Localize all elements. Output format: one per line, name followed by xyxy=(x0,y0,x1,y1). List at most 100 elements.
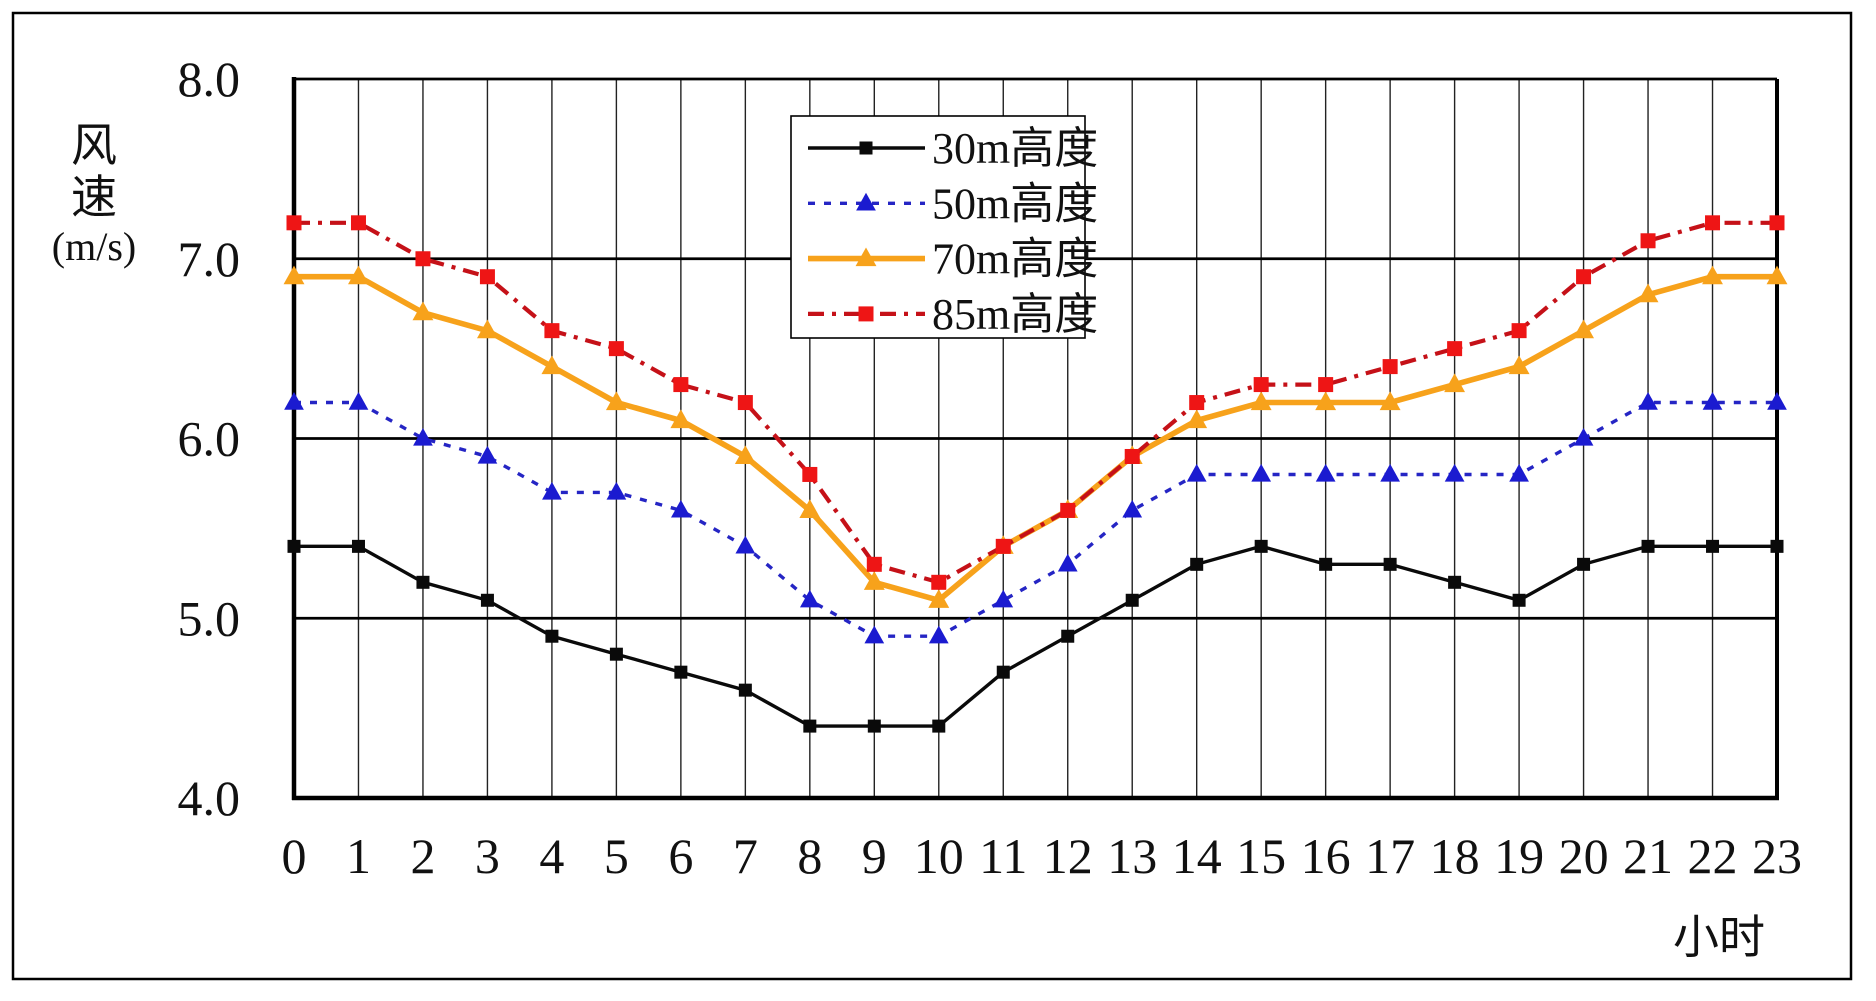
series-0-marker-h19 xyxy=(1512,593,1526,607)
series-0-marker-h5 xyxy=(609,647,623,661)
series-2-marker-h6 xyxy=(670,409,692,429)
series-3-marker-h16 xyxy=(1318,377,1334,393)
series-1-marker-h2 xyxy=(413,427,433,446)
legend-marker-1 xyxy=(856,192,876,211)
series-0-marker-h17 xyxy=(1383,557,1397,571)
legend-marker-2 xyxy=(855,247,877,267)
series-2-marker-h21 xyxy=(1637,283,1659,303)
series-2-marker-h4 xyxy=(541,355,563,375)
x-tick-label-12: 12 xyxy=(1043,828,1093,884)
series-2-marker-h0 xyxy=(283,265,305,285)
data-series xyxy=(283,215,1788,733)
series-0-marker-h22 xyxy=(1706,539,1720,553)
series-0-marker-h11 xyxy=(996,665,1010,679)
series-1-marker-h15 xyxy=(1251,463,1272,482)
series-0-marker-h7 xyxy=(738,683,752,697)
series-0-marker-h18 xyxy=(1448,575,1462,589)
series-0-marker-h9 xyxy=(867,719,881,733)
y-axis-title-line1: 风 xyxy=(71,120,117,171)
series-2-marker-h3 xyxy=(476,319,498,339)
series-2-marker-h14 xyxy=(1186,409,1208,429)
series-0-marker-h2 xyxy=(416,575,430,589)
series-1-marker-h9 xyxy=(864,625,885,644)
series-2-marker-h1 xyxy=(348,265,369,285)
x-tick-label-9: 9 xyxy=(862,828,887,884)
series-1-marker-h17 xyxy=(1380,463,1400,482)
series-0-marker-h0 xyxy=(287,539,301,553)
series-line-1 xyxy=(294,400,1777,638)
x-tick-label-22: 22 xyxy=(1688,828,1738,884)
series-2-marker-h15 xyxy=(1250,391,1272,411)
series-1-marker-h5 xyxy=(606,481,627,500)
series-2-marker-h8 xyxy=(799,499,821,518)
legend-marker-0 xyxy=(859,141,873,155)
series-0-marker-h20 xyxy=(1577,557,1591,571)
y-tick-label-6.0: 6.0 xyxy=(178,411,241,467)
x-axis-title: 小时 xyxy=(1673,912,1765,963)
series-1-marker-h23 xyxy=(1767,392,1787,410)
series-2-marker-h23 xyxy=(1766,265,1788,285)
series-3-marker-h10 xyxy=(931,574,947,590)
series-3-marker-h21 xyxy=(1640,233,1656,249)
x-tick-label-7: 7 xyxy=(733,828,758,884)
series-3-marker-h23 xyxy=(1769,215,1785,231)
series-2-marker-h20 xyxy=(1573,319,1595,339)
series-line-0 xyxy=(294,544,1777,728)
series-1-marker-h18 xyxy=(1444,463,1465,482)
series-1-marker-h19 xyxy=(1509,463,1529,482)
series-1-marker-h3 xyxy=(477,445,498,464)
series-2-marker-h16 xyxy=(1315,391,1337,411)
series-3-marker-h22 xyxy=(1705,215,1721,231)
series-0-marker-h4 xyxy=(545,629,559,643)
series-0-marker-h23 xyxy=(1770,539,1784,553)
series-2-marker-h19 xyxy=(1508,355,1530,375)
series-1-marker-h20 xyxy=(1573,427,1594,446)
series-2-marker-h10 xyxy=(928,589,950,608)
x-tick-label-20: 20 xyxy=(1559,828,1609,884)
series-1-marker-h6 xyxy=(671,499,691,518)
x-tick-label-15: 15 xyxy=(1236,828,1286,884)
series-1-marker-h8 xyxy=(799,589,820,608)
series-3-marker-h12 xyxy=(1060,502,1076,518)
series-1-marker-h14 xyxy=(1186,463,1207,482)
series-3-marker-h5 xyxy=(608,341,624,357)
series-1-marker-h1 xyxy=(348,392,369,410)
x-tick-label-21: 21 xyxy=(1623,828,1673,884)
series-3-marker-h8 xyxy=(802,466,818,482)
series-2-marker-h9 xyxy=(863,571,885,590)
x-tick-label-8: 8 xyxy=(797,828,822,884)
series-3-marker-h9 xyxy=(866,556,882,572)
series-line-2 xyxy=(294,273,1777,604)
series-0-marker-h21 xyxy=(1641,539,1655,553)
legend-item-1: 50m高度 xyxy=(808,179,1098,228)
x-tick-label-11: 11 xyxy=(979,828,1027,884)
x-tick-label-2: 2 xyxy=(410,828,435,884)
series-3-marker-h4 xyxy=(544,323,560,339)
series-1-marker-h13 xyxy=(1122,499,1143,518)
series-1-marker-h21 xyxy=(1638,392,1658,410)
series-0-marker-h3 xyxy=(480,593,494,607)
legend-label-0: 30m高度 xyxy=(932,124,1098,173)
y-axis-title-units: (m/s) xyxy=(52,224,136,269)
y-tick-label-8.0: 8.0 xyxy=(178,51,241,107)
x-tick-label-19: 19 xyxy=(1494,828,1544,884)
legend-item-3: 85m高度 xyxy=(808,290,1098,339)
series-3-marker-h13 xyxy=(1124,448,1140,464)
series-3-marker-h19 xyxy=(1511,323,1527,339)
series-1-marker-h22 xyxy=(1702,392,1723,410)
outer-frame xyxy=(11,11,1853,981)
series-2-marker-h18 xyxy=(1444,373,1466,393)
x-tick-label-23: 23 xyxy=(1752,828,1802,884)
series-0-marker-h12 xyxy=(1061,629,1075,643)
series-1-marker-h12 xyxy=(1057,553,1078,572)
series-3-marker-h1 xyxy=(350,215,366,231)
series-1-marker-h0 xyxy=(284,392,304,410)
x-tick-label-14: 14 xyxy=(1172,828,1222,884)
x-tick-label-16: 16 xyxy=(1301,828,1351,884)
series-1-marker-h7 xyxy=(735,535,756,554)
series-3-marker-h3 xyxy=(479,269,495,285)
series-2-marker-h2 xyxy=(412,301,434,321)
x-tick-label-13: 13 xyxy=(1107,828,1157,884)
series-0-marker-h6 xyxy=(674,665,688,679)
